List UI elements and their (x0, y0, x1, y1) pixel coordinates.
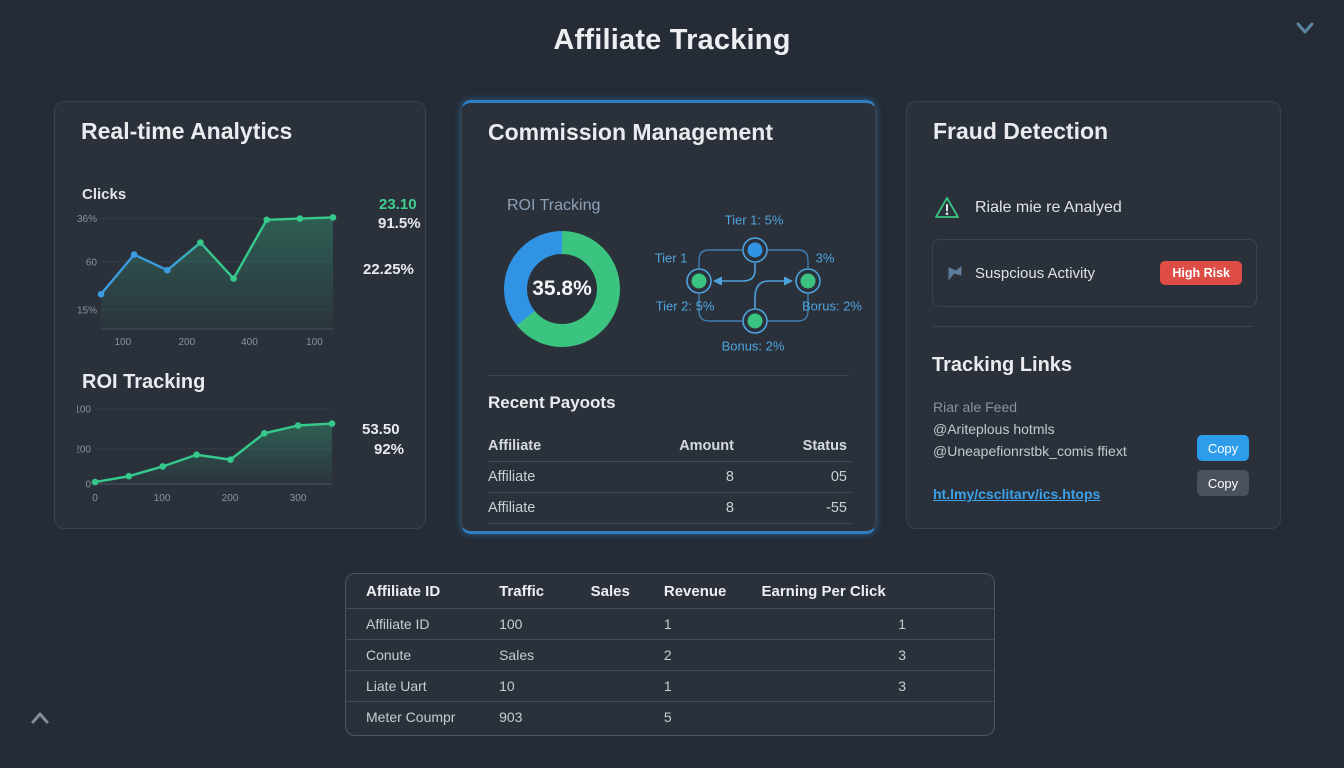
svg-text:0: 0 (85, 480, 91, 491)
card-title-fraud: Fraud Detection (933, 118, 1109, 144)
flow-label-left: Tier 1 (654, 250, 688, 266)
node-right (795, 268, 821, 294)
suspicious-activity-label: Suspcious Activity (975, 264, 1096, 282)
payouts-row: Affiliate 8 05 (488, 461, 851, 493)
payouts-col-status: Status (802, 438, 847, 454)
svg-text:400: 400 (241, 337, 258, 348)
svg-text:15%: 15% (77, 305, 97, 316)
clicks-stat-primary: 23.10 (379, 196, 417, 213)
clicks-stat-tertiary: 22.25% (363, 261, 414, 278)
activity-flag-icon (948, 265, 962, 281)
tracking-line-feed: Riar ale Feed (933, 399, 1018, 415)
payout-affiliate: Affiliate (488, 492, 602, 524)
recent-payouts-table: Affiliate Amount Status Affiliate 8 05 A… (488, 431, 851, 524)
col-earning-per-click: Earning Per Click (761, 583, 886, 600)
table-header-row: Affiliate ID Traffic Sales Revenue Earni… (346, 574, 994, 609)
roi-chart-title: ROI Tracking (82, 371, 206, 393)
node-left (686, 268, 712, 294)
donut-chart-label: ROI Tracking (507, 197, 601, 214)
payout-status: 05 (747, 461, 851, 493)
clicks-stat-secondary: 91.5% (378, 215, 421, 232)
copy-button-secondary[interactable]: Copy (1197, 470, 1249, 496)
fraud-detection-card: Fraud Detection Riale mie re Analyed Sus… (906, 101, 1281, 529)
flow-label-bottom: Bonus: 2% (721, 338, 785, 354)
payout-status: -55 (747, 492, 851, 524)
card-title-analytics: Real-time Analytics (81, 118, 293, 144)
node-tier1-top (742, 237, 768, 263)
col-revenue: Revenue (663, 583, 727, 600)
clicks-line-chart: 36% 60 15% 100 200 400 100 (77, 214, 337, 348)
realtime-analytics-card: Real-time Analytics Clicks 36% 60 15% 100 20… (54, 101, 426, 529)
recent-payouts-title: Recent Payoots (488, 393, 616, 412)
payouts-col-affiliate: Affiliate (488, 438, 542, 454)
svg-text:200: 200 (178, 337, 195, 348)
svg-text:200: 200 (77, 444, 91, 455)
warning-triangle-icon (935, 197, 959, 218)
copy-button-primary[interactable]: Copy (1197, 435, 1249, 461)
col-affiliate-id: Affiliate ID (366, 583, 441, 600)
donut-center-value: 35.8% (532, 277, 592, 300)
roi-line-chart: 100 200 00 100 200 300 (77, 405, 336, 504)
svg-text:100: 100 (306, 337, 323, 348)
commission-management-card: Commission Management ROI Tracking 35.8% (461, 100, 876, 534)
card-title-commission: Commission Management (488, 119, 773, 145)
affiliate-stats-table: Affiliate ID Traffic Sales Revenue Earni… (345, 573, 995, 736)
payouts-header-row: Affiliate Amount Status (488, 431, 851, 462)
tier-flow-lines (686, 237, 821, 334)
roi-stat-secondary: 92% (374, 441, 405, 458)
high-risk-badge: High Risk (1160, 261, 1242, 285)
svg-text:0: 0 (92, 493, 98, 504)
table-row: Affiliate ID 100 1 1 (346, 608, 994, 640)
flow-label-bottom-right: Borus: 2% (802, 298, 862, 314)
divider (933, 326, 1254, 327)
col-traffic: Traffic (499, 583, 545, 600)
tracking-url-link[interactable]: ht.lmy/csclitarv/ics.htops (933, 486, 1101, 502)
fraud-alert-text: Riale mie re Analyed (975, 199, 1122, 216)
tracking-line-handle-1: @Ariteplous hotmls (933, 421, 1055, 437)
svg-text:100: 100 (114, 337, 131, 348)
page-title: Affiliate Tracking (553, 24, 791, 56)
node-bottom (742, 308, 768, 334)
suspicious-activity-panel: Suspcious Activity High Risk (932, 239, 1257, 307)
payouts-bottom-line (488, 523, 851, 524)
table-row: Meter Coumpr 903 5 (346, 701, 994, 732)
svg-text:60: 60 (86, 257, 98, 268)
divider (488, 375, 849, 376)
clicks-chart-label: Clicks (82, 186, 127, 203)
payouts-col-amount: Amount (679, 438, 734, 454)
payout-amount: 8 (601, 492, 748, 524)
svg-text:100: 100 (154, 493, 171, 504)
flow-label-right: 3% (815, 250, 835, 266)
payouts-row: Affiliate 8 -55 (488, 492, 851, 524)
svg-text:36%: 36% (77, 214, 97, 225)
table-row: Conute Sales 2 3 (346, 639, 994, 671)
payout-amount: 8 (601, 461, 748, 493)
table-row: Liate Uart 10 1 3 (346, 670, 994, 702)
flow-label-bottom-left: Tier 2: 5% (655, 298, 715, 314)
svg-text:200: 200 (222, 493, 239, 504)
col-sales: Sales (590, 583, 630, 600)
payout-affiliate: Affiliate (488, 461, 602, 493)
tier-flow-diagram: Tier 1: 5% Tier 1 3% Tier 2: 5% Borus: 2… (647, 208, 877, 363)
flow-label-top: Tier 1: 5% (724, 212, 784, 228)
chevron-down-icon[interactable] (1292, 16, 1318, 40)
roi-stat-primary: 53.50 (362, 421, 400, 438)
tracking-links-title: Tracking Links (932, 354, 1073, 376)
commission-donut-chart: 35.8% (504, 231, 620, 347)
svg-text:300: 300 (290, 493, 307, 504)
fraud-alert-row: Riale mie re Analyed (933, 195, 1122, 221)
tracking-line-handle-2: @Uneapefionrstbk_comis ffiext (933, 443, 1127, 459)
svg-text:100: 100 (77, 405, 91, 416)
donut-center: 35.8% (527, 254, 597, 324)
chevron-up-icon[interactable] (28, 708, 52, 728)
